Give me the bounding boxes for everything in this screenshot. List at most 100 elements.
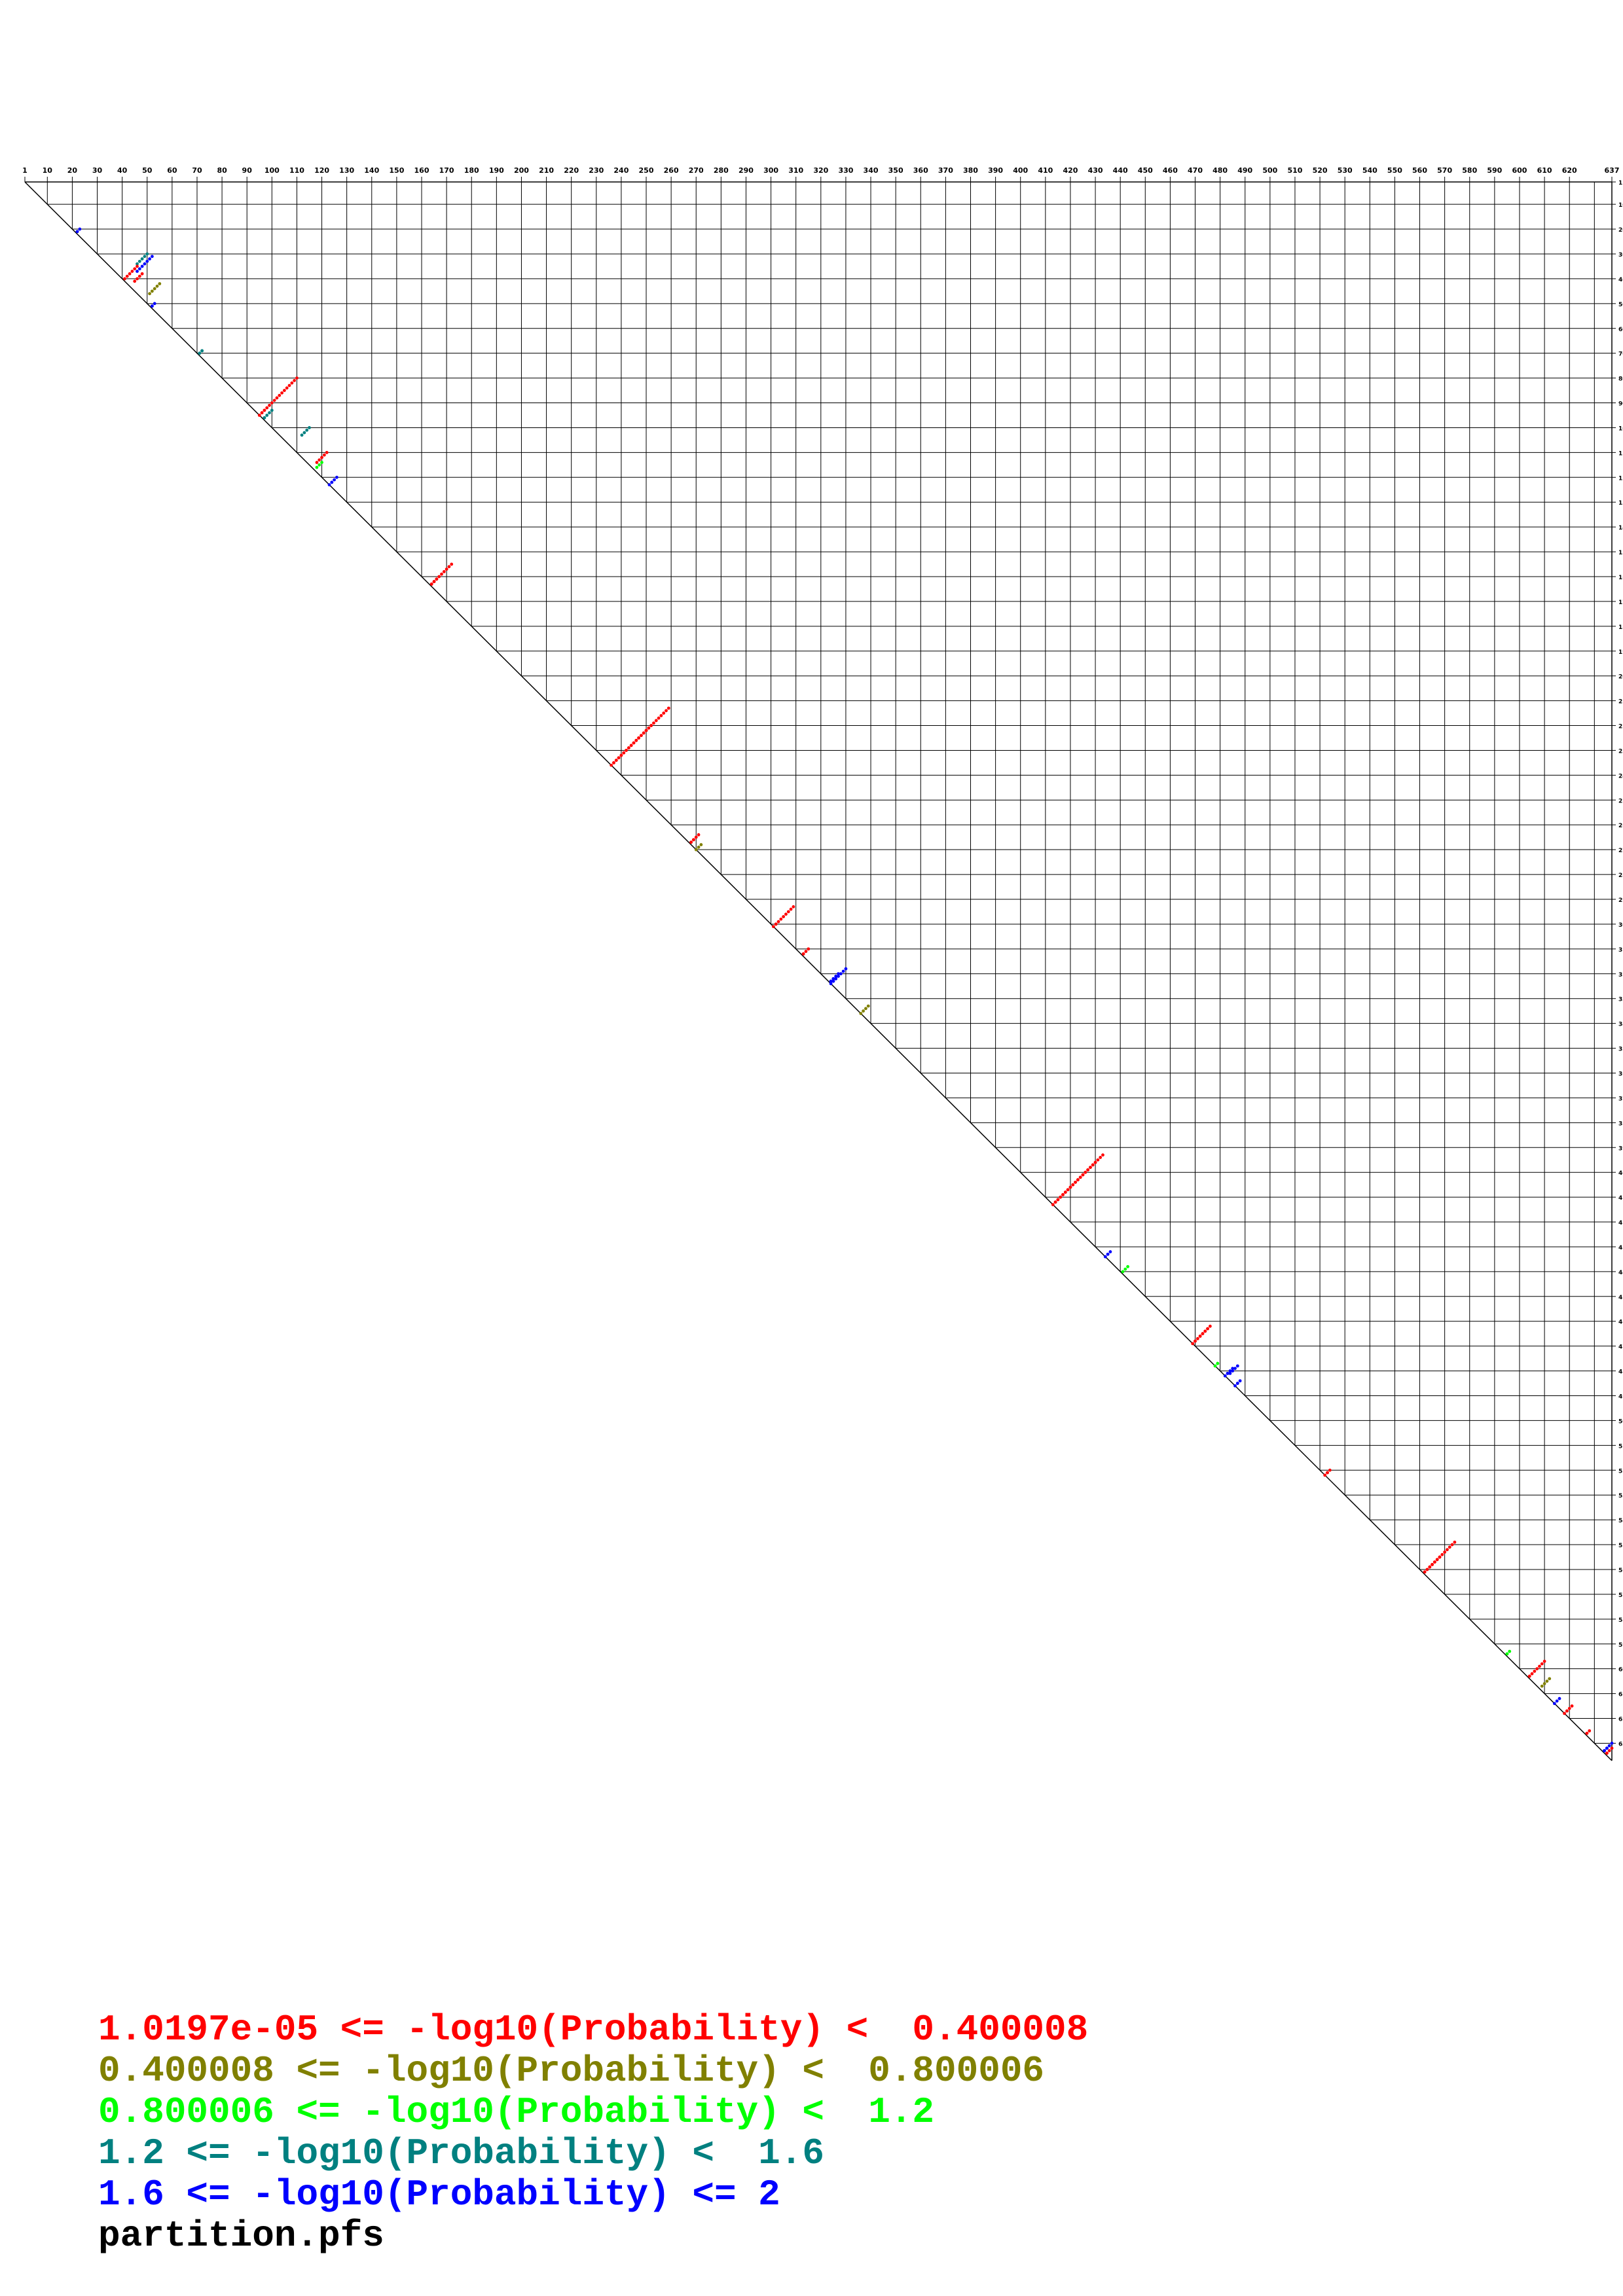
pair-dot [282, 389, 286, 392]
pair-dot [318, 458, 321, 462]
x-tick-label: 310 [788, 166, 803, 175]
pair-dot [1565, 1709, 1569, 1713]
pair-dot [1226, 1371, 1230, 1375]
pair-dot [834, 977, 838, 980]
x-tick-label: 580 [1462, 166, 1477, 175]
pair-dot [1208, 1324, 1212, 1328]
y-tick-label: 340 [1618, 1022, 1623, 1028]
y-tick-label: 460 [1618, 1319, 1623, 1326]
x-tick-label: 70 [192, 166, 202, 175]
pair-dot [834, 975, 838, 978]
x-tick-label: 80 [217, 166, 227, 175]
y-tick-label: 610 [1618, 1692, 1623, 1698]
pair-dot [829, 982, 833, 986]
x-tick-label: 330 [838, 166, 853, 175]
pair-dot [140, 272, 144, 276]
pair-dot [1099, 1156, 1103, 1159]
pair-dot [150, 289, 154, 293]
legend-entry-bin-4: 1.2 <= -log10(Probability) < 1.6 [98, 2132, 824, 2174]
pair-dot [275, 396, 279, 400]
pair-dot [158, 282, 162, 285]
x-tick-label: 180 [464, 166, 479, 175]
pair-dot [278, 393, 282, 397]
x-tick-label: 610 [1537, 166, 1552, 175]
pair-dot [450, 562, 454, 566]
pair-dot [1233, 1367, 1237, 1371]
pair-dot [1066, 1188, 1070, 1192]
pair-dot [1089, 1166, 1092, 1170]
x-tick-label: 260 [664, 166, 679, 175]
pair-dot [1106, 1252, 1110, 1256]
y-tick-label: 600 [1618, 1667, 1623, 1674]
y-tick-label: 100 [1618, 425, 1623, 432]
pair-dot [263, 416, 266, 420]
y-tick-label: 510 [1618, 1443, 1623, 1450]
pair-dot [694, 835, 698, 839]
legend-entry-bin-2: 0.400008 <= -log10(Probability) < 0.8000… [98, 2050, 1045, 2092]
x-tick-label: 600 [1512, 166, 1527, 175]
x-tick-label: 60 [167, 166, 177, 175]
y-tick-label: 570 [1618, 1592, 1623, 1599]
y-tick-label: 260 [1618, 823, 1623, 829]
pair-dot [145, 259, 149, 263]
pair-dot [315, 461, 319, 464]
pair-dot [440, 572, 443, 576]
x-tick-label: 490 [1237, 166, 1252, 175]
pair-dot [784, 912, 788, 916]
pair-dot [137, 274, 141, 278]
pair-dot [1076, 1178, 1080, 1181]
pair-dot [627, 746, 630, 750]
pair-dot [293, 378, 297, 382]
pair-dot [198, 351, 202, 355]
x-tick-label: 350 [888, 166, 903, 175]
pair-dot [619, 753, 623, 757]
pair-dot [136, 270, 139, 273]
y-tick-label: 560 [1618, 1568, 1623, 1574]
pair-dot [447, 565, 451, 569]
pair-dot [1432, 1560, 1436, 1564]
pair-dot [1084, 1170, 1087, 1174]
x-tick-label: 230 [589, 166, 604, 175]
pair-dot [445, 567, 448, 571]
pair-dot [1450, 1543, 1454, 1547]
pair-dot [665, 709, 668, 713]
pair-dot [617, 756, 621, 760]
y-tick-label: 430 [1618, 1245, 1623, 1251]
x-tick-label: 210 [539, 166, 554, 175]
y-tick-label: 90 [1618, 401, 1623, 408]
pair-dot [1558, 1696, 1561, 1700]
pair-dot [831, 979, 835, 983]
pair-dot [657, 716, 661, 720]
pair-dot [1540, 1684, 1544, 1688]
pair-dot [1101, 1153, 1104, 1157]
pair-dot [153, 302, 156, 306]
pair-dot [265, 414, 269, 417]
pair-dot [1535, 1667, 1539, 1671]
pair-dot [1603, 1749, 1606, 1753]
pair-dot [776, 920, 780, 924]
grid [24, 181, 1613, 1761]
pair-dot [315, 465, 319, 469]
pair-dot [140, 264, 144, 268]
pair-dot [145, 252, 149, 256]
pair-dot [844, 967, 848, 971]
pair-dot [1074, 1180, 1077, 1184]
pair-dot [625, 749, 628, 752]
pair-dot [1431, 1562, 1434, 1566]
y-tick-label: 10 [1618, 202, 1623, 209]
y-tick-label: 310 [1618, 947, 1623, 954]
y-tick-label: 60 [1618, 327, 1623, 333]
pair-dot [614, 759, 618, 762]
pair-dot [1103, 1255, 1107, 1259]
x-tick-label: 40 [117, 166, 128, 175]
y-tick-label: 230 [1618, 748, 1623, 755]
pair-dot [782, 915, 786, 918]
x-tick-label: 520 [1313, 166, 1328, 175]
pair-dot [1555, 1699, 1559, 1703]
y-tick-label: 160 [1618, 575, 1623, 581]
pair-dot [807, 947, 811, 951]
pair-dot [1198, 1335, 1202, 1338]
pair-dot [270, 401, 274, 404]
x-tick-label: 130 [339, 166, 354, 175]
pair-dot [654, 719, 658, 723]
